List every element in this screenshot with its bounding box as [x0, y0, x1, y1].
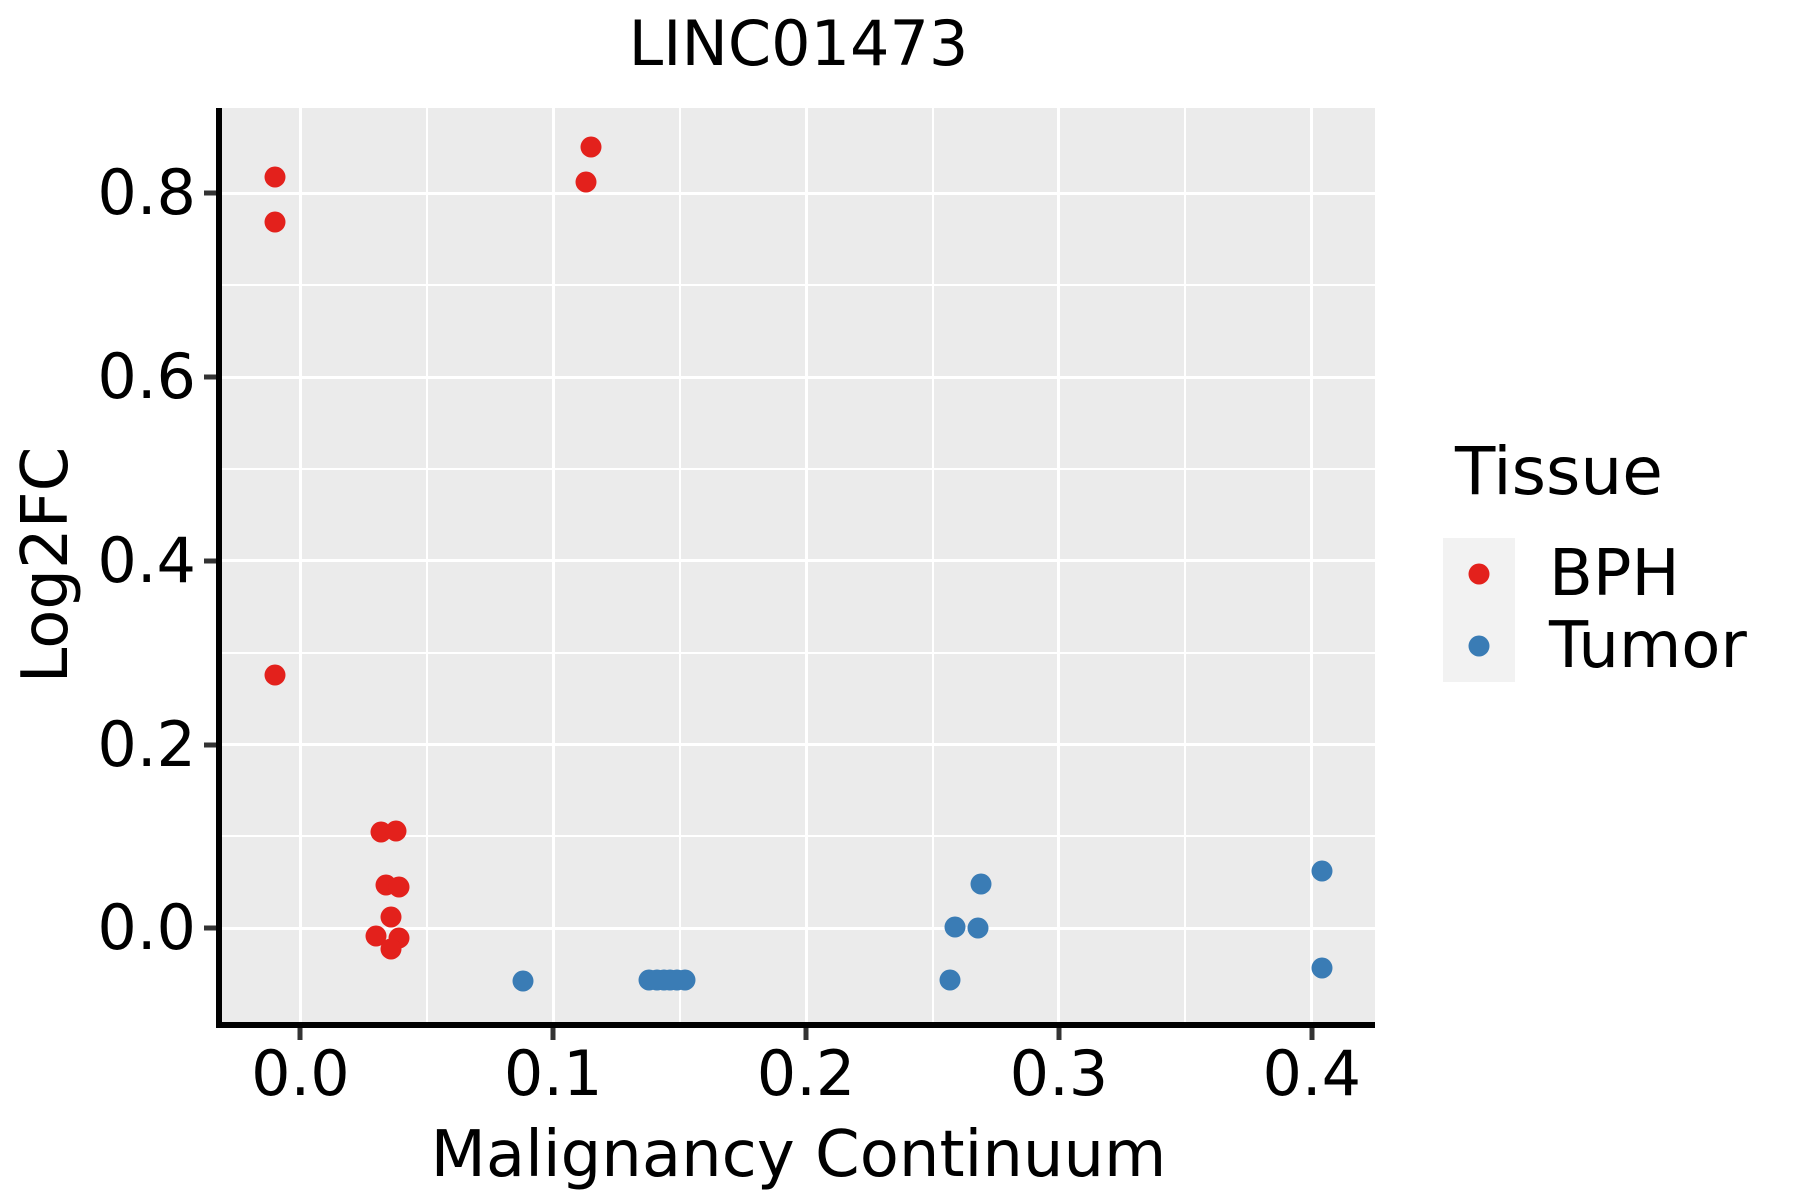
- minor-gridline-x: [425, 108, 428, 1022]
- minor-gridline-x: [1184, 108, 1187, 1022]
- legend: Tissue BPH Tumor: [1443, 436, 1747, 682]
- legend-label: BPH: [1549, 537, 1680, 611]
- bph-point: [264, 211, 286, 233]
- major-gridline-y: [222, 559, 1375, 563]
- minor-gridline-y: [222, 284, 1375, 287]
- x-tick-label: 0.0: [251, 1037, 350, 1110]
- y-tick-mark: [204, 190, 216, 196]
- x-tick-mark: [1056, 1028, 1062, 1040]
- tumor-dot-icon: [1468, 635, 1490, 657]
- x-tick-label: 0.3: [1009, 1037, 1109, 1110]
- x-tick-mark: [803, 1028, 809, 1040]
- legend-items: BPH Tumor: [1443, 538, 1747, 682]
- minor-gridline-x: [678, 108, 681, 1022]
- y-tick-label: 0.8: [97, 156, 196, 230]
- y-tick-mark: [204, 742, 216, 748]
- bph-point: [264, 166, 286, 188]
- bph-point: [365, 925, 387, 947]
- minor-gridline-y: [222, 468, 1375, 470]
- minor-gridline-y: [222, 835, 1375, 838]
- legend-label: Tumor: [1549, 609, 1747, 683]
- bph-point: [380, 938, 402, 959]
- bph-point: [385, 820, 407, 842]
- y-tick-mark: [204, 374, 216, 380]
- tumor-point: [512, 970, 534, 992]
- tumor-point: [939, 969, 961, 991]
- y-tick-mark: [204, 558, 216, 564]
- major-gridline-y: [222, 926, 1375, 930]
- major-gridline-y: [222, 743, 1375, 747]
- major-gridline-x: [551, 108, 555, 1022]
- bph-dot-icon: [1468, 563, 1490, 585]
- bph-point: [580, 136, 602, 158]
- legend-key: [1443, 610, 1515, 682]
- y-tick-label: 0.2: [97, 707, 196, 781]
- tumor-point: [967, 917, 989, 939]
- x-tick-label: 0.4: [1262, 1037, 1362, 1110]
- minor-gridline-x: [931, 108, 934, 1022]
- legend-key: [1443, 538, 1515, 610]
- major-gridline-x: [1310, 108, 1314, 1022]
- legend-item-bph: BPH: [1443, 538, 1747, 610]
- plot-title: LINC01473: [628, 7, 969, 80]
- legend-item-tumor: Tumor: [1443, 610, 1747, 682]
- bph-point: [388, 876, 410, 898]
- major-gridline-x: [804, 108, 808, 1022]
- x-tick-mark: [297, 1028, 303, 1040]
- y-tick-mark: [204, 925, 216, 931]
- minor-gridline-y: [222, 651, 1375, 654]
- plot-panel: [216, 108, 1375, 1028]
- y-tick-label: 0.4: [97, 523, 196, 597]
- tumor-point: [970, 873, 992, 895]
- y-tick-label: 0.0: [97, 891, 196, 965]
- tumor-point: [944, 916, 966, 938]
- tumor-point: [674, 969, 696, 991]
- x-tick-label: 0.2: [756, 1037, 856, 1110]
- bph-point: [575, 171, 597, 193]
- legend-title: Tissue: [1455, 433, 1663, 510]
- x-axis-title: Malignancy Continuum: [430, 1118, 1167, 1192]
- x-tick-mark: [1309, 1028, 1315, 1040]
- tumor-point: [1311, 957, 1333, 979]
- major-gridline-x: [1057, 108, 1061, 1022]
- x-tick-label: 0.1: [503, 1037, 603, 1110]
- y-tick-label: 0.6: [97, 340, 196, 414]
- major-gridline-y: [222, 375, 1375, 379]
- bph-point: [380, 906, 402, 928]
- major-gridline-y: [222, 191, 1375, 195]
- tumor-point: [1311, 860, 1333, 882]
- major-gridline-x: [298, 108, 302, 1022]
- x-tick-mark: [550, 1028, 556, 1040]
- bph-point: [264, 664, 286, 686]
